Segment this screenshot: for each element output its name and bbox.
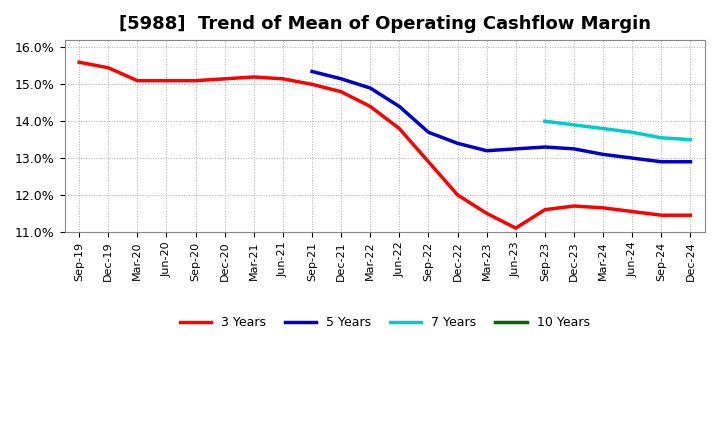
5 Years: [395, 104, 404, 109]
3 Years: [104, 65, 112, 70]
7 Years: [541, 118, 549, 124]
7 Years: [657, 135, 666, 140]
Legend: 3 Years, 5 Years, 7 Years, 10 Years: 3 Years, 5 Years, 7 Years, 10 Years: [175, 311, 595, 334]
5 Years: [482, 148, 491, 154]
7 Years: [599, 126, 608, 131]
3 Years: [307, 82, 316, 87]
5 Years: [541, 144, 549, 150]
5 Years: [366, 85, 374, 91]
Line: 3 Years: 3 Years: [79, 62, 690, 228]
Line: 7 Years: 7 Years: [545, 121, 690, 139]
3 Years: [250, 74, 258, 80]
5 Years: [337, 76, 346, 81]
3 Years: [686, 213, 695, 218]
3 Years: [279, 76, 287, 81]
5 Years: [454, 141, 462, 146]
5 Years: [686, 159, 695, 165]
5 Years: [599, 152, 608, 157]
3 Years: [657, 213, 666, 218]
3 Years: [395, 126, 404, 131]
3 Years: [424, 159, 433, 165]
5 Years: [628, 155, 636, 161]
5 Years: [570, 146, 578, 151]
3 Years: [482, 211, 491, 216]
3 Years: [366, 104, 374, 109]
3 Years: [162, 78, 171, 83]
3 Years: [541, 207, 549, 213]
7 Years: [686, 137, 695, 142]
3 Years: [133, 78, 142, 83]
3 Years: [192, 78, 200, 83]
5 Years: [657, 159, 666, 165]
5 Years: [424, 130, 433, 135]
Line: 5 Years: 5 Years: [312, 71, 690, 162]
3 Years: [220, 76, 229, 81]
Title: [5988]  Trend of Mean of Operating Cashflow Margin: [5988] Trend of Mean of Operating Cashfl…: [119, 15, 651, 33]
3 Years: [337, 89, 346, 94]
5 Years: [511, 146, 520, 151]
7 Years: [570, 122, 578, 128]
3 Years: [628, 209, 636, 214]
3 Years: [570, 203, 578, 209]
5 Years: [307, 69, 316, 74]
3 Years: [599, 205, 608, 210]
3 Years: [454, 192, 462, 198]
3 Years: [75, 59, 84, 65]
7 Years: [628, 130, 636, 135]
3 Years: [511, 225, 520, 231]
